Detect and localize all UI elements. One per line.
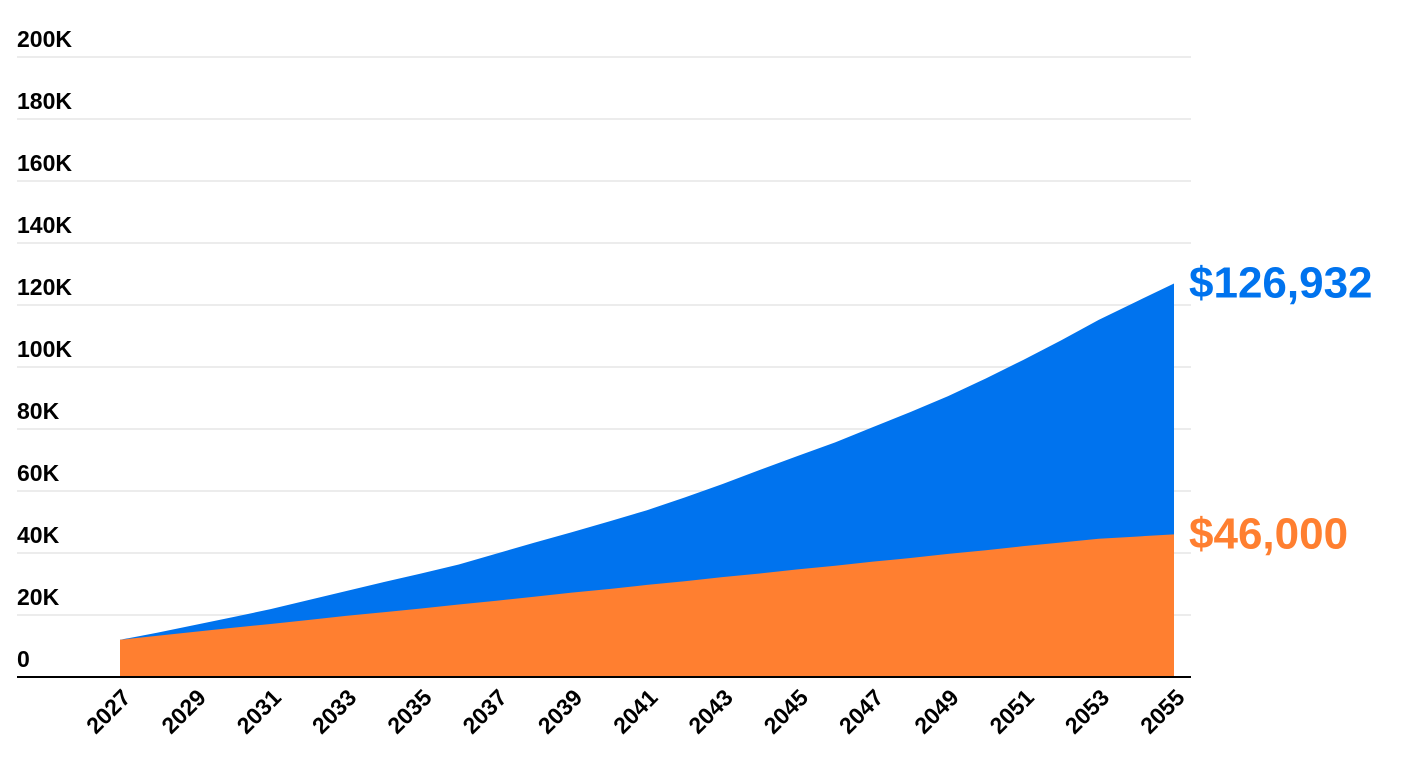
- end-value-labels: $126,932 $46,000: [1189, 259, 1373, 559]
- x-tick-label: 2033: [307, 684, 362, 739]
- series-end-label-0: $126,932: [1189, 259, 1373, 308]
- x-tick-label: 2047: [834, 684, 889, 739]
- y-tick-label: 120K: [17, 274, 72, 300]
- x-tick-label: 2049: [909, 684, 964, 739]
- x-tick-label: 2053: [1060, 684, 1115, 739]
- x-tick-label: 2045: [759, 684, 814, 739]
- y-tick-label: 180K: [17, 88, 72, 114]
- x-tick-label: 2031: [232, 684, 287, 739]
- series-area-1: [120, 534, 1174, 677]
- x-tick-label: 2055: [1135, 684, 1190, 739]
- y-tick-label: 160K: [17, 150, 72, 176]
- y-tick-label: 60K: [17, 460, 60, 486]
- y-axis-tick-labels: 0 20K 40K 60K 80K 100K 120K 140K 160K 180K 200K: [17, 26, 72, 672]
- x-tick-label: 2035: [382, 684, 437, 739]
- x-axis-tick-labels: 2027 2029 2031 2033 2035 2037 2039 2041 2043 2045…: [81, 684, 1190, 739]
- x-tick-label: 2027: [81, 684, 136, 739]
- y-tick-label: 80K: [17, 398, 60, 424]
- x-tick-label: 2043: [683, 684, 738, 739]
- chart-areas: [120, 283, 1174, 677]
- x-tick-label: 2051: [984, 684, 1039, 739]
- x-tick-label: 2039: [533, 684, 588, 739]
- series-end-label-1: $46,000: [1189, 509, 1348, 558]
- y-tick-label: 200K: [17, 26, 72, 52]
- x-tick-label: 2029: [156, 684, 211, 739]
- y-tick-label: 140K: [17, 212, 72, 238]
- x-tick-label: 2041: [608, 684, 663, 739]
- y-tick-label: 40K: [17, 522, 60, 548]
- x-tick-label: 2037: [457, 684, 512, 739]
- gridlines: [17, 56, 1191, 616]
- y-tick-label: 20K: [17, 584, 60, 610]
- y-tick-label: 0: [17, 646, 30, 672]
- y-tick-label: 100K: [17, 336, 72, 362]
